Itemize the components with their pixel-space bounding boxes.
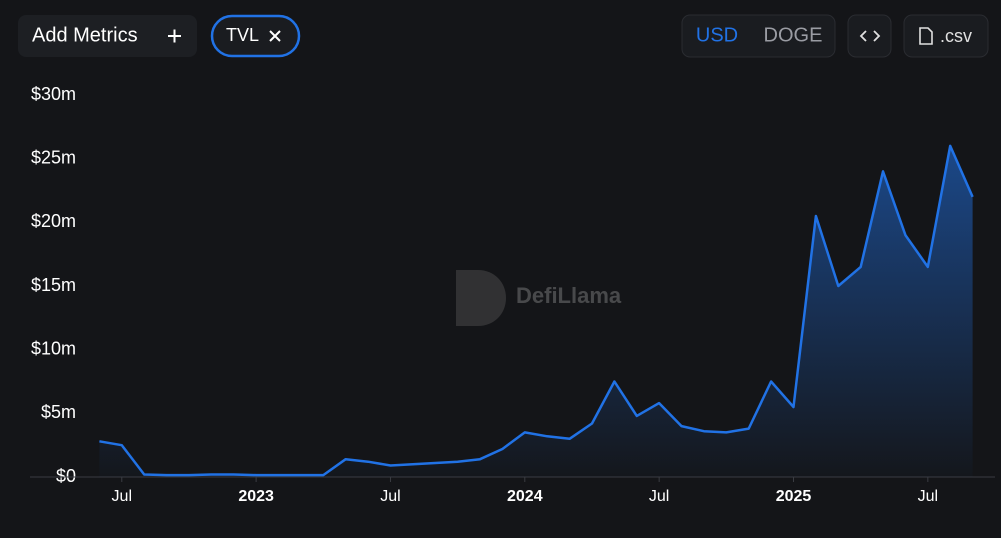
code-icon: [859, 30, 881, 42]
plus-icon: [168, 29, 181, 43]
add-metrics-button[interactable]: Add Metrics: [18, 15, 197, 57]
x-tick-label: Jul: [649, 488, 669, 505]
watermark: DefiLlama: [456, 270, 622, 326]
chip-bg: [210, 14, 301, 58]
y-tick-label: $30m: [31, 84, 76, 104]
currency-toggle: [681, 14, 836, 58]
watermark-logo: [456, 270, 506, 326]
embed-button[interactable]: [847, 14, 892, 58]
watermark-text: DefiLlama: [516, 283, 622, 308]
y-tick-label: $5m: [41, 402, 76, 422]
x-tick-label: 2023: [238, 488, 274, 505]
file-icon: [919, 27, 933, 45]
currency-option[interactable]: DOGE: [764, 24, 823, 46]
y-tick-label: $0: [56, 466, 76, 486]
x-tick-label: Jul: [112, 488, 132, 505]
button-label: .csv: [940, 26, 972, 46]
csv-button[interactable]: .csv: [903, 14, 989, 58]
x-tick-label: 2025: [776, 488, 812, 505]
button-label: Add Metrics: [32, 24, 138, 46]
close-icon: [269, 30, 281, 42]
chip-label: TVL: [226, 25, 259, 45]
x-tick-label: 2024: [507, 488, 543, 505]
y-tick-label: $15m: [31, 275, 76, 295]
button-bg: [18, 15, 197, 57]
y-tick-label: $10m: [31, 338, 76, 358]
tvl-line: [99, 144, 974, 477]
x-tick-label: Jul: [380, 488, 400, 505]
currency-option[interactable]: USD: [696, 24, 738, 46]
x-tick-label: Jul: [918, 488, 938, 505]
button-bg: [847, 14, 892, 58]
button-bg: [903, 14, 989, 58]
y-tick-label: $20m: [31, 211, 76, 231]
metric-chip[interactable]: TVL: [210, 14, 301, 58]
plot: $0 $5m $10m $15m $20m $25m $30m Jul 2023 Jul 2024 J…: [30, 84, 995, 505]
y-tick-label: $25m: [31, 147, 76, 167]
